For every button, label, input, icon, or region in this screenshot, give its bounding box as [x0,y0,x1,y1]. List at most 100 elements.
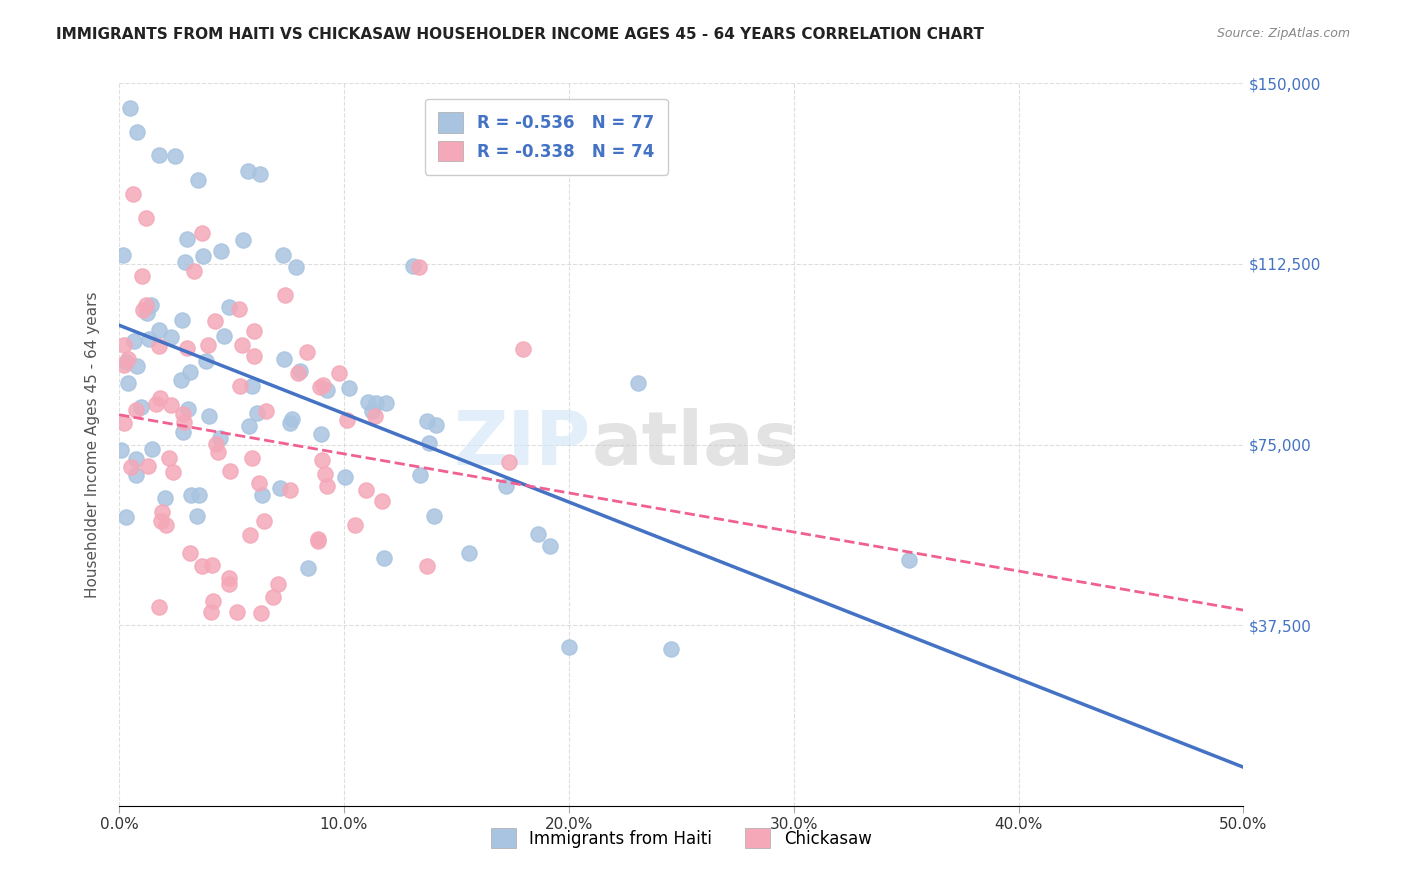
Point [425,418,447,433]
Point [267,577,290,591]
Point [112,358,135,372]
Point [247,476,270,491]
Point [153,491,176,505]
Point [172,312,194,326]
Point [343,517,366,532]
Point [172,425,194,439]
Point [371,494,394,508]
Point [159,398,181,412]
Point [117,352,139,367]
Y-axis label: Householder Income Ages 45 - 64 years: Householder Income Ages 45 - 64 years [86,292,100,598]
Point [191,227,214,241]
Point [250,606,273,620]
Point [173,255,195,269]
Point [274,287,297,301]
Point [129,400,152,414]
Point [288,364,311,378]
Point [249,167,271,181]
Point [205,437,228,451]
Point [179,365,201,379]
Point [273,352,295,367]
Point [141,442,163,456]
Point [186,508,208,523]
Point [253,514,276,528]
Point [135,211,157,226]
Point [898,553,921,567]
Point [136,458,159,473]
Point [309,380,332,394]
Point [495,479,517,493]
Point [314,467,336,481]
Point [204,314,226,328]
Point [297,561,319,575]
Point [307,533,329,547]
Point [232,233,254,247]
Point [149,391,172,405]
Point [231,337,253,351]
Point [197,409,219,423]
Point [148,323,170,337]
Point [197,338,219,352]
Point [366,396,388,410]
Point [120,460,142,475]
Point [354,483,377,498]
Text: Source: ZipAtlas.com: Source: ZipAtlas.com [1216,27,1350,40]
Point [165,149,187,163]
Point [145,397,167,411]
Point [287,366,309,380]
Point [418,435,440,450]
Point [180,488,202,502]
Point [316,383,339,397]
Point [135,298,157,312]
Point [212,329,235,343]
Point [176,232,198,246]
Point [112,416,135,430]
Point [218,576,240,591]
Point [218,571,240,585]
Point [176,341,198,355]
Point [160,330,183,344]
Point [111,248,134,262]
Point [138,332,160,346]
Point [191,558,214,573]
Point [229,379,252,393]
Point [375,395,398,409]
Point [112,338,135,352]
Point [187,487,209,501]
Point [121,187,143,202]
Point [225,605,247,619]
Point [177,401,200,416]
Point [148,339,170,353]
Point [271,248,294,262]
Point [131,269,153,284]
Point [238,164,260,178]
Point [409,467,432,482]
Point [328,366,350,380]
Point [155,517,177,532]
Point [157,451,180,466]
Point [179,546,201,560]
Point [246,406,269,420]
Point [187,172,209,186]
Point [457,546,479,560]
Legend: R = -0.536   N = 77, R = -0.338   N = 74: R = -0.536 N = 77, R = -0.338 N = 74 [425,99,668,175]
Point [538,539,561,553]
Point [423,508,446,523]
Point [191,250,214,264]
Point [148,148,170,162]
Point [238,418,260,433]
Point [659,641,682,656]
Point [170,373,193,387]
Point [336,413,359,427]
Point [207,445,229,459]
Point [125,125,148,139]
Point [408,260,430,274]
Point [162,466,184,480]
Point [183,263,205,277]
Point [219,464,242,478]
Point [364,409,387,423]
Point [115,355,138,369]
Point [125,403,148,417]
Point [269,481,291,495]
Point [201,558,224,573]
